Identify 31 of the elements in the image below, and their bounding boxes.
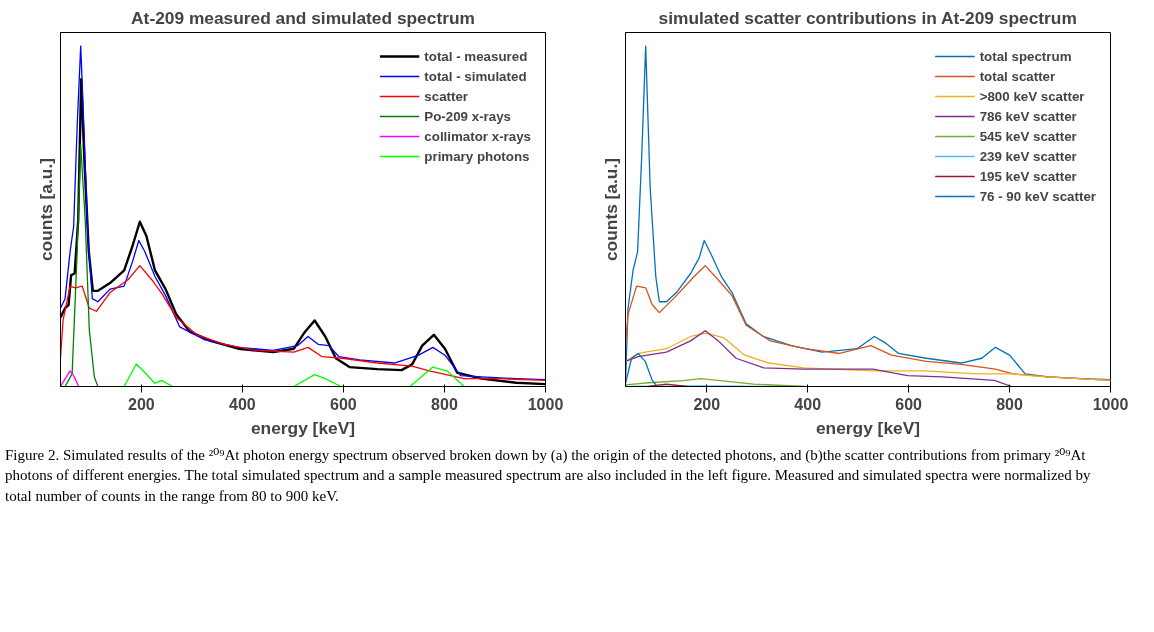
x-tick-label: 600 bbox=[330, 395, 357, 413]
legend-label: 195 keV scatter bbox=[979, 168, 1077, 184]
x-axis-title: energy [keV] bbox=[815, 417, 921, 438]
legend-label: total spectrum bbox=[979, 48, 1072, 64]
legend-label: 76 - 90 keV scatter bbox=[979, 188, 1096, 204]
legend-label: total scatter bbox=[979, 68, 1056, 84]
x-tick-label: 200 bbox=[693, 395, 721, 413]
legend-label: total - measured bbox=[424, 48, 528, 64]
chart-title: At-209 measured and simulated spectrum bbox=[131, 7, 475, 28]
x-tick-label: 800 bbox=[431, 395, 458, 413]
y-axis-title: counts [a.u.] bbox=[35, 157, 56, 261]
x-tick-label: 1000 bbox=[527, 395, 564, 413]
legend-label: collimator x-rays bbox=[424, 128, 531, 144]
legend-label: >800 keV scatter bbox=[979, 88, 1085, 104]
caption: Figure 2. Simulated results of the ²⁰⁹At photon energy spectrum observed broken down by (a) the origin of the detected photons, and (b)the scatter contributions from primary ²⁰⁹At photons of different energies. The total simulated spectrum and a sample measured spectrum are also included in the left figure. Measured and simulated spectra were normalized by total number of counts in the range from 80 to 900 keV. bbox=[5, 446, 1092, 506]
chart-title: simulated scatter contributions in At-209 spectrum bbox=[658, 7, 1077, 28]
legend-label: Po-209 x-rays bbox=[424, 108, 512, 124]
legend-label: scatter bbox=[424, 88, 469, 104]
x-tick-label: 800 bbox=[996, 395, 1024, 413]
legend-label: total - simulated bbox=[424, 68, 527, 84]
x-tick-label: 1000 bbox=[1092, 395, 1129, 413]
y-axis-title: counts [a.u.] bbox=[600, 157, 621, 261]
x-tick-label: 200 bbox=[127, 395, 155, 413]
x-tick-label: 400 bbox=[794, 395, 822, 413]
x-axis-title: energy [keV] bbox=[250, 417, 356, 438]
x-tick-label: 400 bbox=[229, 395, 256, 413]
legend-label: primary photons bbox=[424, 148, 530, 164]
x-tick-label: 600 bbox=[895, 395, 923, 413]
legend-label: 545 keV scatter bbox=[979, 128, 1077, 144]
legend-label: 786 keV scatter bbox=[979, 108, 1077, 124]
legend-label: 239 keV scatter bbox=[979, 148, 1077, 164]
